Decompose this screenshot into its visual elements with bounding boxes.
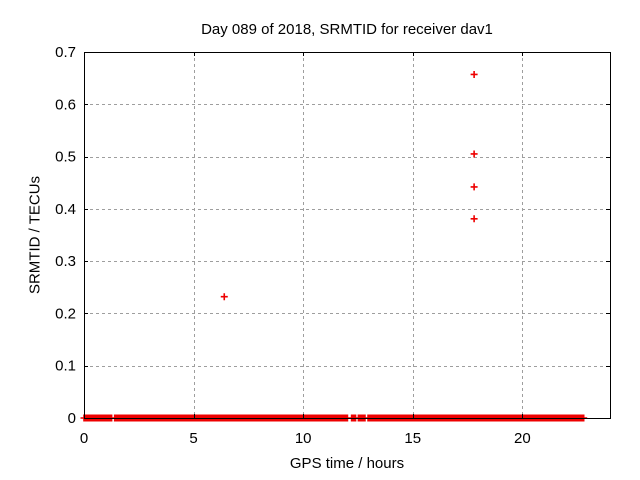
x-tick-label-0: 0: [80, 430, 88, 447]
chart-title: Day 089 of 2018, SRMTID for receiver dav…: [201, 21, 493, 38]
y-tick-label-0.1: 0.1: [55, 358, 76, 375]
y-tick-label-0.4: 0.4: [55, 201, 76, 218]
y-tick-label-0.7: 0.7: [55, 44, 76, 61]
y-tick-label-0.3: 0.3: [55, 253, 76, 270]
y-tick-label-0: 0: [68, 410, 76, 427]
plot-frame: [84, 52, 611, 419]
y-tick-label-0.6: 0.6: [55, 96, 76, 113]
y-tick-label-0.5: 0.5: [55, 149, 76, 166]
x-tick-label-20: 20: [514, 430, 531, 447]
x-tick-label-5: 5: [189, 430, 197, 447]
x-tick-label-15: 15: [404, 430, 421, 447]
data-points: [220, 70, 478, 301]
x-axis-label: GPS time / hours: [289, 455, 405, 472]
y-tick-label-0.2: 0.2: [55, 305, 76, 322]
x-tick-label-10: 10: [295, 430, 312, 447]
